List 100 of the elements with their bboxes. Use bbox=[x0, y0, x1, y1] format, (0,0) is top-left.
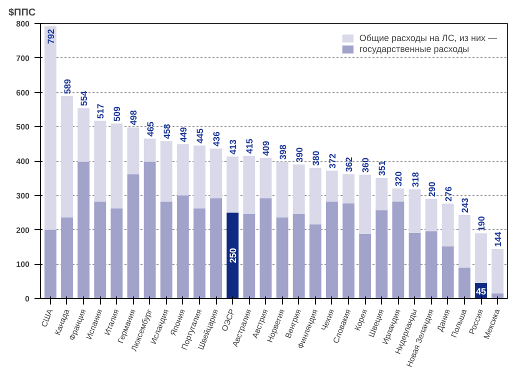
total-label: 320 bbox=[394, 171, 404, 186]
data-label: 250 bbox=[228, 248, 238, 264]
bar bbox=[144, 162, 156, 298]
bar bbox=[359, 234, 372, 298]
y-tick-label: 600 bbox=[16, 88, 30, 98]
bar bbox=[61, 217, 73, 298]
bar bbox=[392, 188, 404, 202]
y-tick-label: 500 bbox=[16, 122, 30, 132]
bar bbox=[94, 120, 106, 202]
x-tick-label: Дания bbox=[435, 308, 452, 333]
total-label: 360 bbox=[360, 158, 371, 173]
bar bbox=[176, 195, 189, 298]
bar bbox=[194, 208, 206, 298]
total-label: 318 bbox=[410, 172, 420, 188]
bar bbox=[342, 174, 354, 204]
total-label: 445 bbox=[194, 128, 205, 144]
x-tick-label: ОЭСР bbox=[220, 308, 237, 333]
bar bbox=[210, 198, 222, 298]
total-label: 436 bbox=[212, 132, 222, 147]
bar bbox=[176, 144, 189, 196]
bar bbox=[475, 233, 487, 284]
bar bbox=[442, 246, 454, 298]
bar bbox=[442, 204, 454, 246]
bar bbox=[392, 202, 404, 298]
total-label: 190 bbox=[476, 216, 487, 232]
y-tick-label: 100 bbox=[16, 260, 30, 270]
bar bbox=[309, 168, 322, 224]
bar bbox=[376, 178, 388, 210]
bar bbox=[260, 158, 272, 198]
bar bbox=[292, 214, 305, 298]
bar bbox=[408, 232, 421, 298]
bar bbox=[425, 198, 438, 232]
bar bbox=[458, 268, 470, 298]
bar bbox=[243, 214, 256, 298]
bar bbox=[292, 164, 305, 214]
bar bbox=[144, 138, 156, 162]
bar bbox=[110, 124, 123, 208]
bar bbox=[44, 230, 56, 298]
bar bbox=[260, 198, 272, 298]
total-label: 498 bbox=[128, 110, 139, 126]
total-label: 351 bbox=[377, 160, 388, 176]
bar bbox=[210, 148, 222, 198]
bar bbox=[326, 170, 338, 202]
bar bbox=[326, 202, 338, 298]
y-axis-title: $ППС bbox=[8, 8, 36, 18]
data-label: 45 bbox=[476, 286, 486, 296]
y-tick-label: 200 bbox=[16, 226, 30, 235]
total-label: 380 bbox=[310, 150, 321, 166]
bar bbox=[226, 156, 239, 213]
x-tick-label: Корея bbox=[352, 308, 370, 332]
bar bbox=[61, 96, 73, 218]
total-label: 372 bbox=[327, 154, 338, 169]
bar bbox=[458, 214, 470, 268]
total-label: 409 bbox=[261, 140, 272, 156]
y-tick-label: 800 bbox=[16, 20, 30, 28]
total-label: 243 bbox=[460, 198, 470, 213]
bar bbox=[194, 146, 206, 208]
bar bbox=[408, 189, 421, 233]
bar bbox=[276, 162, 288, 218]
legend-label: государственные расходы bbox=[359, 44, 470, 54]
total-label: 415 bbox=[244, 138, 255, 154]
x-tick-label: США bbox=[40, 307, 55, 328]
bar bbox=[376, 210, 388, 298]
legend-label: Общие расходы на ЛС, из них — bbox=[359, 33, 497, 43]
total-label: 792 bbox=[46, 28, 56, 44]
total-label: 449 bbox=[178, 127, 188, 142]
bar bbox=[127, 174, 140, 298]
bar bbox=[276, 217, 288, 298]
bar bbox=[44, 26, 56, 230]
bar bbox=[359, 174, 372, 234]
x-tick-label: Чехия bbox=[320, 308, 336, 332]
total-label: 554 bbox=[79, 90, 90, 106]
total-label: 276 bbox=[443, 186, 454, 202]
total-label: 144 bbox=[493, 232, 504, 247]
bar bbox=[309, 224, 322, 298]
y-tick-label: 0 bbox=[25, 294, 30, 304]
bar bbox=[160, 202, 172, 298]
bar bbox=[425, 231, 438, 298]
total-label: 517 bbox=[96, 104, 106, 119]
total-label: 413 bbox=[228, 139, 238, 154]
y-tick-label: 300 bbox=[16, 191, 30, 200]
bar bbox=[94, 202, 106, 298]
bar bbox=[127, 127, 140, 174]
bar bbox=[243, 156, 256, 214]
bar bbox=[78, 162, 90, 298]
total-label: 458 bbox=[162, 124, 172, 139]
bar bbox=[226, 212, 239, 298]
total-label: 398 bbox=[278, 144, 288, 160]
bar bbox=[342, 203, 354, 298]
total-label: 390 bbox=[294, 147, 304, 162]
total-label: 589 bbox=[62, 78, 72, 94]
total-label: 362 bbox=[344, 156, 354, 172]
total-label: 290 bbox=[426, 182, 437, 197]
y-tick-label: 400 bbox=[16, 157, 30, 166]
total-label: 465 bbox=[145, 122, 156, 137]
bar bbox=[110, 208, 123, 298]
bar bbox=[492, 249, 504, 294]
bar bbox=[78, 108, 90, 162]
total-label: 509 bbox=[112, 106, 122, 122]
y-tick-label: 700 bbox=[16, 54, 30, 63]
